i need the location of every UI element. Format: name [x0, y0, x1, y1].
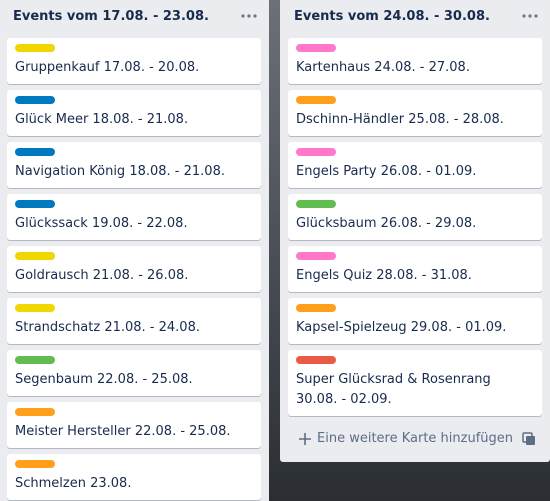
card-title: Navigation König 18.08. - 21.08. — [15, 164, 225, 179]
card[interactable]: Navigation König 18.08. - 21.08. — [7, 142, 261, 188]
card-label — [15, 96, 55, 104]
card[interactable]: Glück Meer 18.08. - 21.08. — [7, 90, 261, 136]
card-title: Kartenhaus 24.08. - 27.08. — [296, 60, 470, 75]
card[interactable]: Strandschatz 21.08. - 24.08. — [7, 298, 261, 344]
card-title: Segenbaum 22.08. - 25.08. — [15, 372, 193, 387]
card-label — [15, 356, 55, 364]
card-label — [296, 44, 336, 52]
card[interactable]: Meister Hersteller 22.08. - 25.08. — [7, 402, 261, 448]
add-card-text[interactable]: Eine weitere Karte hinzufügen — [317, 431, 514, 446]
card-label — [15, 44, 55, 52]
card-list: Gruppenkauf 17.08. - 20.08. Glück Meer 18… — [7, 38, 261, 500]
card-list: Kartenhaus 24.08. - 27.08. Dschinn-Händle… — [288, 38, 542, 416]
card[interactable]: Engels Quiz 28.08. - 31.08. — [288, 246, 542, 292]
card-title: Dschinn-Händler 25.08. - 28.08. — [296, 112, 504, 127]
menu-icon[interactable] — [522, 14, 538, 18]
card[interactable]: Engels Party 26.08. - 01.09. — [288, 142, 542, 188]
card-title: Engels Quiz 28.08. - 31.08. — [296, 268, 472, 283]
card-title: Engels Party 26.08. - 01.09. — [296, 164, 477, 179]
card-label — [15, 304, 55, 312]
card-label — [15, 200, 55, 208]
card[interactable]: Kapsel-Spielzeug 29.08. - 01.09. — [288, 298, 542, 344]
card-label — [296, 252, 336, 260]
card-title: Meister Hersteller 22.08. - 25.08. — [15, 424, 231, 439]
card-title: Glück Meer 18.08. - 21.08. — [15, 112, 189, 127]
card[interactable]: Glücksbaum 26.08. - 29.08. — [288, 194, 542, 240]
menu-icon[interactable] — [241, 14, 257, 18]
list: Events vom 24.08. - 30.08. Kartenhaus 24… — [280, 0, 550, 462]
card-title: Strandschatz 21.08. - 24.08. — [15, 320, 200, 335]
card-label — [15, 252, 55, 260]
card-title: Super Glücksrad & Rosenrang 30.08. - 02.… — [296, 372, 491, 407]
card-title: Schmelzen 23.08. — [15, 476, 132, 491]
card[interactable]: Goldrausch 21.08. - 26.08. — [7, 246, 261, 292]
card[interactable]: Glückssack 19.08. - 22.08. — [7, 194, 261, 240]
card-label — [296, 304, 336, 312]
card-title: Glückssack 19.08. - 22.08. — [15, 216, 188, 231]
template-icon[interactable] — [522, 432, 536, 446]
card[interactable]: Super Glücksrad & Rosenrang 30.08. - 02.… — [288, 350, 542, 416]
card-label — [15, 408, 55, 416]
card-label — [15, 148, 55, 156]
list-header: Events vom 24.08. - 30.08. — [288, 0, 542, 38]
list-title: Events vom 17.08. - 23.08. — [13, 9, 209, 24]
card-label — [296, 96, 336, 104]
card[interactable]: Kartenhaus 24.08. - 27.08. — [288, 38, 542, 84]
card-label — [15, 460, 55, 468]
card-title: Goldrausch 21.08. - 26.08. — [15, 268, 189, 283]
list: Events vom 17.08. - 23.08. Gruppenkauf 1… — [0, 0, 269, 501]
card[interactable]: Schmelzen 23.08. — [7, 454, 261, 500]
card-title: Kapsel-Spielzeug 29.08. - 01.09. — [296, 320, 507, 335]
plus-icon — [299, 433, 311, 445]
card-title: Gruppenkauf 17.08. - 20.08. — [15, 60, 200, 75]
list-header: Events vom 17.08. - 23.08. — [7, 0, 261, 38]
card[interactable]: Gruppenkauf 17.08. - 20.08. — [7, 38, 261, 84]
list-title: Events vom 24.08. - 30.08. — [294, 9, 490, 24]
card[interactable]: Segenbaum 22.08. - 25.08. — [7, 350, 261, 396]
card[interactable]: Dschinn-Händler 25.08. - 28.08. — [288, 90, 542, 136]
card-label — [296, 356, 336, 364]
card-label — [296, 200, 336, 208]
card-label — [296, 148, 336, 156]
card-title: Glücksbaum 26.08. - 29.08. — [296, 216, 477, 231]
add-card[interactable]: Eine weitere Karte hinzufügen — [288, 416, 542, 462]
